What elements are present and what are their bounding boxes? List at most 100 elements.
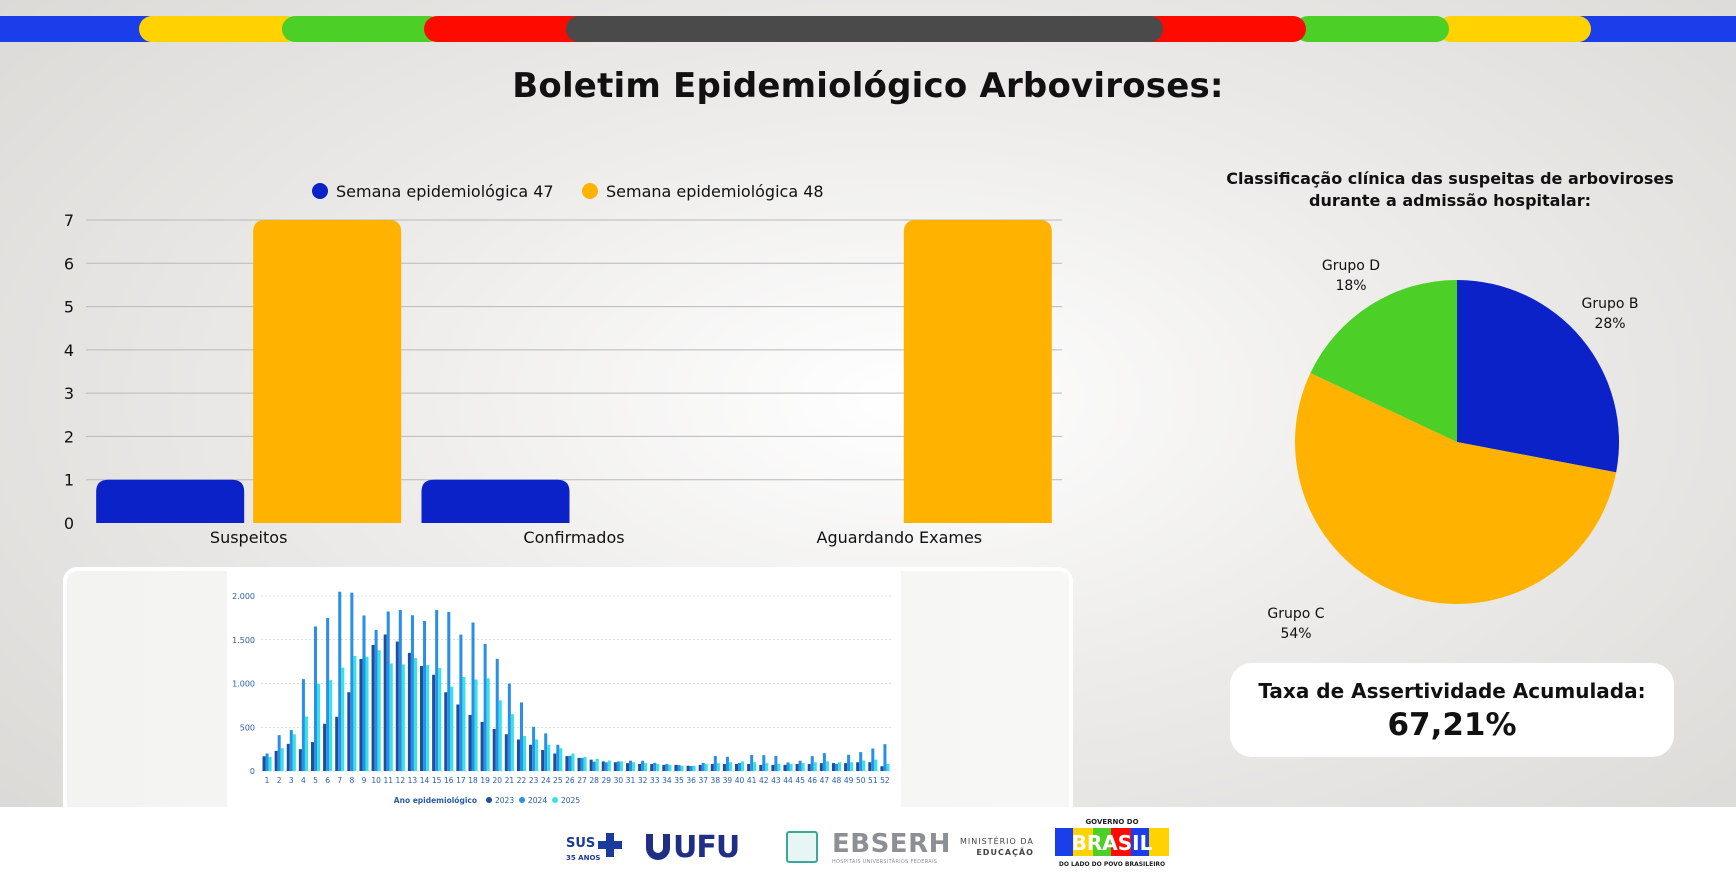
ufu-emblem-icon: [646, 834, 670, 860]
hist-bar-week-40-2023: [735, 764, 739, 771]
hist-x-tick-label: 19: [480, 776, 490, 785]
hist-bar-week-19-2023: [480, 722, 484, 771]
legend-marker-1: [582, 183, 598, 199]
hist-bar-week-4-2023: [298, 749, 302, 771]
hist-bar-week-19-2024: [483, 643, 487, 771]
mec-logo: MINISTÉRIO DA EDUCAÇÃO: [960, 819, 1034, 875]
hist-x-tick-label: 2: [277, 776, 282, 785]
hist-x-tick-label: 51: [868, 776, 878, 785]
hist-bar-week-28-2023: [589, 759, 593, 771]
hist-bar-week-2-2025: [280, 748, 284, 771]
hist-bar-week-18-2023: [468, 715, 472, 771]
pie-label-name: Grupo B: [1582, 296, 1639, 312]
hist-bar-week-20-2025: [498, 700, 502, 771]
hist-bar-week-39-2025: [728, 762, 732, 771]
hist-bar-week-38-2023: [710, 764, 714, 771]
hist-bar-week-12-2025: [401, 664, 405, 771]
hist-x-tick-label: 52: [880, 776, 890, 785]
hist-x-tick-label: 34: [662, 776, 672, 785]
hist-x-tick-label: 23: [529, 776, 539, 785]
hist-bar-week-34-2024: [665, 763, 669, 771]
hist-bar-week-16-2025: [450, 686, 454, 771]
hist-x-tick-label: 6: [325, 776, 330, 785]
hist-bar-week-32-2023: [638, 764, 642, 771]
pie-slice-grupo-b: [1457, 280, 1619, 473]
hist-x-tick-label: 18: [468, 776, 478, 785]
hist-bar-week-28-2025: [595, 758, 599, 771]
hist-legend-marker-1: [519, 797, 525, 803]
hist-x-tick-label: 48: [832, 776, 842, 785]
y-tick-label: 4: [64, 341, 74, 360]
hist-bar-week-11-2024: [386, 611, 390, 771]
hist-bar-week-50-2024: [859, 752, 863, 771]
hist-bar-week-15-2023: [432, 674, 436, 771]
hist-bar-week-15-2025: [438, 668, 442, 771]
hist-bar-week-22-2024: [519, 702, 523, 771]
ufu-logo: UFU: [643, 819, 740, 875]
hist-x-tick-label: 11: [383, 776, 393, 785]
hist-bar-week-6-2023: [323, 723, 327, 771]
hist-bar-week-39-2024: [725, 756, 729, 771]
hist-bar-week-50-2023: [856, 762, 860, 771]
hist-bar-week-25-2025: [559, 748, 563, 771]
ufu-wordmark: UFU: [673, 829, 740, 865]
hist-bar-week-27-2025: [583, 757, 587, 771]
hist-bar-week-1-2025: [268, 757, 272, 771]
hist-y-tick-label: 1.000: [232, 680, 255, 689]
hist-bar-week-30-2023: [613, 762, 617, 771]
hist-bar-week-26-2024: [568, 755, 572, 771]
hist-bar-week-35-2023: [674, 764, 678, 771]
hist-x-tick-label: 21: [505, 776, 515, 785]
hist-bar-week-51-2023: [868, 762, 872, 771]
hist-bar-week-49-2023: [844, 763, 848, 771]
hist-bar-week-45-2023: [795, 764, 799, 771]
hist-bar-week-30-2025: [619, 761, 623, 771]
hist-bar-week-8-2023: [347, 692, 351, 771]
hist-legend-marker-0: [486, 797, 492, 803]
legend-marker-0: [312, 183, 328, 199]
hist-bar-week-23-2025: [535, 739, 539, 771]
hist-bar-week-40-2024: [738, 762, 742, 771]
hist-x-axis-label: Ano epidemiológico: [394, 796, 477, 805]
hist-bar-week-27-2024: [580, 757, 584, 771]
hist-bar-week-25-2023: [553, 753, 557, 771]
hist-bar-week-18-2024: [471, 622, 475, 771]
hist-bar-week-34-2023: [662, 764, 666, 771]
hist-bar-week-45-2025: [801, 763, 805, 771]
hist-bar-week-41-2025: [753, 762, 757, 771]
hist-bar-week-42-2024: [762, 755, 766, 771]
hist-bar-week-43-2025: [777, 764, 781, 771]
hist-bar-week-1-2023: [262, 756, 266, 771]
hist-x-tick-label: 41: [747, 776, 757, 785]
bar-suspeitos-series-1: [253, 220, 402, 523]
hist-bar-week-47-2024: [822, 753, 826, 771]
governo-do-brasil-logo: GOVERNO DO BRASIL DO LADO DO POVO BRASIL…: [1055, 818, 1170, 875]
hist-bar-week-37-2024: [701, 762, 705, 771]
ebserh-wordmark: EBSERH: [832, 829, 951, 859]
hist-bar-week-10-2024: [374, 629, 378, 771]
hist-bar-week-51-2024: [871, 748, 875, 771]
hist-bar-week-17-2024: [459, 634, 463, 771]
hist-x-tick-label: 50: [856, 776, 866, 785]
hist-bar-week-24-2024: [544, 733, 548, 771]
hist-bar-week-17-2023: [456, 704, 460, 771]
hist-bar-week-1-2024: [265, 753, 269, 771]
hist-bar-week-32-2024: [641, 760, 645, 771]
stripe-dark-center: [566, 16, 1163, 42]
hist-bar-week-39-2023: [722, 764, 726, 771]
pie-chart-title: Classificação clínica das suspeitas de a…: [1226, 169, 1674, 210]
ebserh-logo: EBSERH HOSPITAIS UNIVERSITÁRIOS FEDERAIS: [786, 819, 951, 875]
hist-x-tick-label: 16: [444, 776, 454, 785]
hist-bar-week-33-2023: [650, 764, 654, 771]
hist-bar-week-41-2023: [747, 764, 751, 771]
hist-x-tick-label: 30: [614, 776, 624, 785]
hist-bar-week-12-2023: [395, 641, 399, 771]
hist-bar-week-2-2024: [277, 735, 281, 771]
accuracy-value: 67,21%: [1387, 707, 1517, 743]
hist-bar-week-14-2025: [426, 665, 430, 771]
hist-bar-week-36-2023: [686, 765, 690, 771]
hist-bar-week-10-2025: [377, 650, 381, 771]
hist-x-tick-label: 24: [541, 776, 551, 785]
stripe-green-right: [1295, 16, 1449, 42]
hist-bar-week-52-2024: [883, 744, 887, 771]
